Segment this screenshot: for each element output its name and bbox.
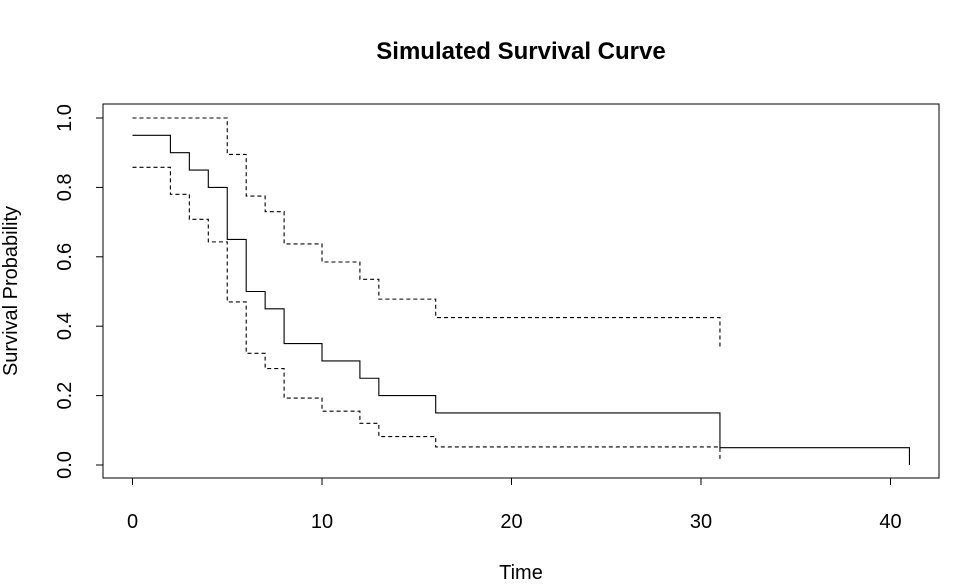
x-axis: 0 10 20 30 40 [127,477,902,533]
upper-confidence-line [132,117,721,348]
y-axis: 0.0 0.2 0.4 0.6 0.8 1.0 [54,104,104,479]
y-tick-label: 0.2 [54,382,76,410]
x-tick-label: 10 [311,511,333,533]
y-tick-label: 1.0 [54,104,76,132]
y-tick-label: 0.0 [54,451,76,479]
y-tick-label: 0.8 [54,173,76,201]
chart-title: Simulated Survival Curve [376,38,665,65]
y-axis-label: Survival Probability [0,206,22,376]
plot-frame [102,103,940,479]
series-layer [132,117,910,465]
y-tick-label: 0.4 [54,312,76,340]
x-tick-label: 40 [879,511,901,533]
y-tick-label: 0.6 [54,243,76,271]
survival-estimate-line [132,134,910,465]
lower-confidence-line [132,166,721,462]
x-axis-label: Time [499,562,543,584]
x-tick-label: 20 [500,511,522,533]
x-tick-label: 0 [127,511,138,533]
x-tick-label: 30 [690,511,712,533]
